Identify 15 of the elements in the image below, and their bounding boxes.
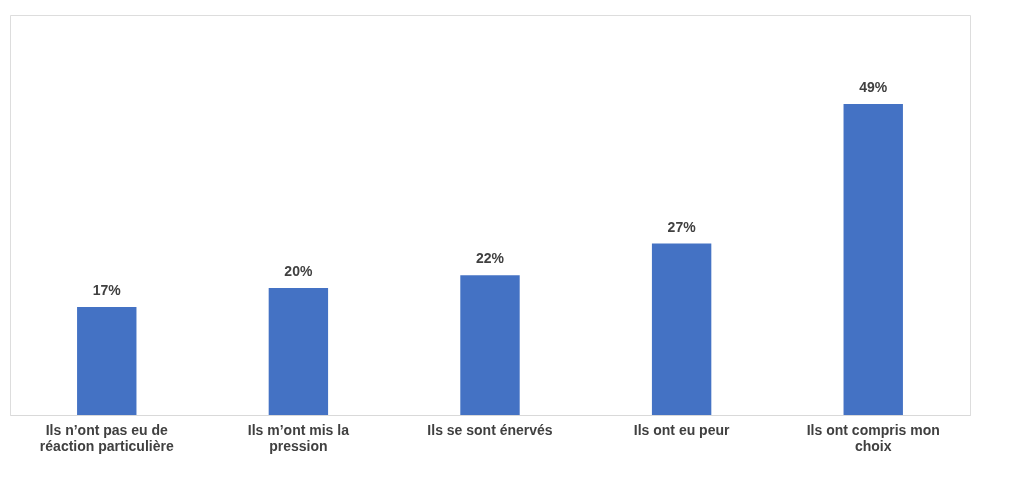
data-label: 27% xyxy=(667,218,697,235)
data-label: 49% xyxy=(859,78,888,95)
x-tick-label: Ils ont compris mon choix xyxy=(806,421,940,454)
bar xyxy=(77,307,137,415)
x-tick-label: Ils ont eu peur xyxy=(633,421,730,438)
data-label: 17% xyxy=(92,282,122,299)
bar xyxy=(843,103,903,415)
x-tick-label: Ils m’ont mis la pression xyxy=(247,421,350,454)
x-tick-label: Ils n’ont pas eu de réaction particulière xyxy=(39,421,174,454)
bar xyxy=(268,288,329,415)
x-tick-label: Ils se sont énervés xyxy=(427,421,553,438)
bar xyxy=(651,243,712,415)
data-label: 20% xyxy=(284,263,313,280)
bar xyxy=(460,275,520,415)
data-label: 22% xyxy=(475,250,505,267)
